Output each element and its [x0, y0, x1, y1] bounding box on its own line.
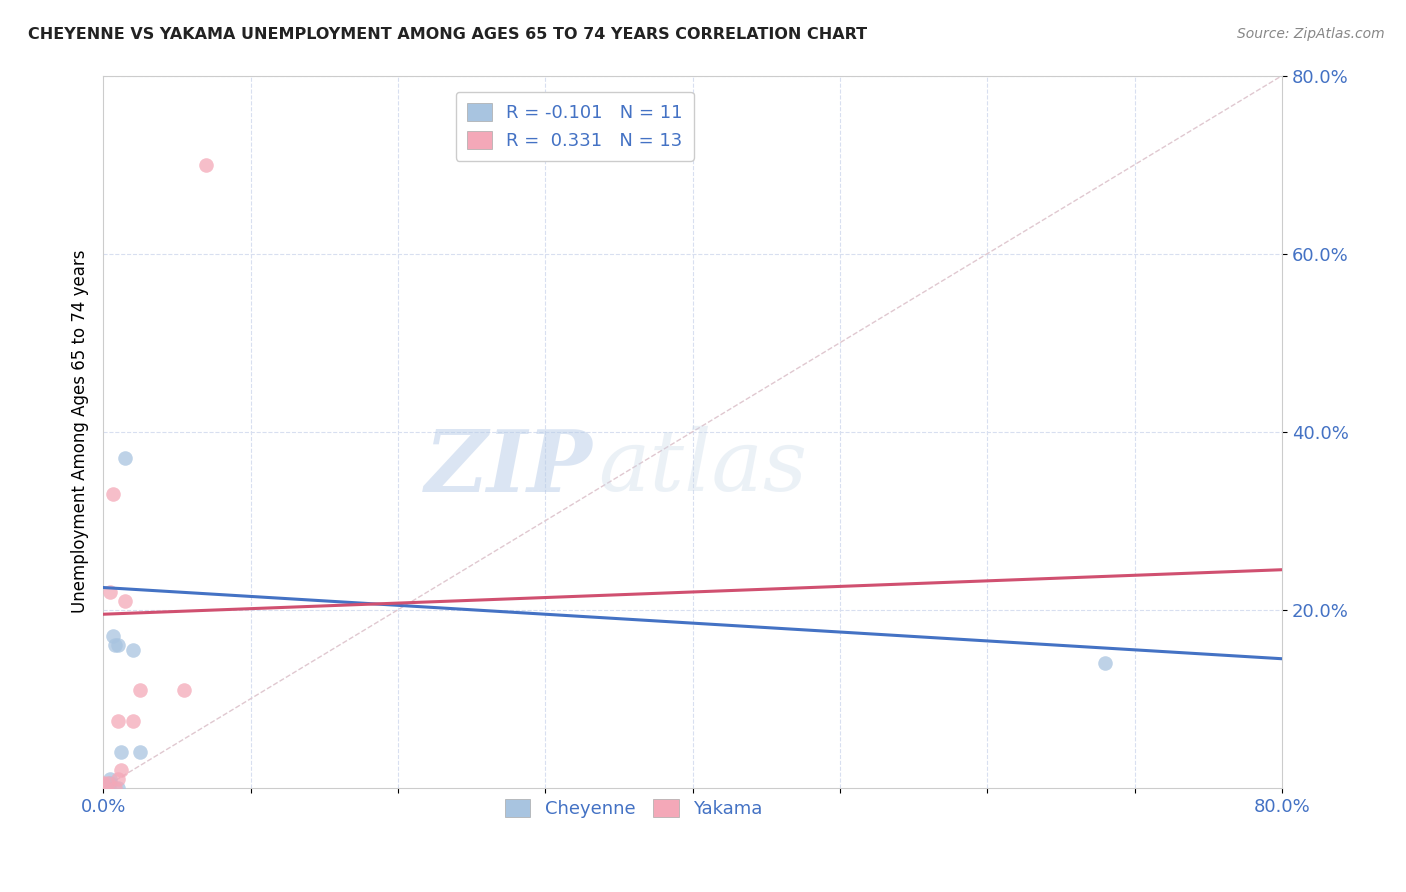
Point	[110, 745, 132, 759]
Legend: Cheyenne, Yakama: Cheyenne, Yakama	[498, 791, 769, 825]
Text: atlas: atlas	[599, 426, 807, 508]
Y-axis label: Unemployment Among Ages 65 to 74 years: Unemployment Among Ages 65 to 74 years	[72, 250, 89, 614]
Point	[1094, 657, 1116, 671]
Point	[100, 585, 122, 599]
Point	[195, 157, 218, 171]
Point	[129, 745, 152, 759]
Point	[100, 772, 122, 786]
Point	[173, 682, 195, 697]
Text: Source: ZipAtlas.com: Source: ZipAtlas.com	[1237, 27, 1385, 41]
Text: ZIP: ZIP	[425, 425, 592, 509]
Point	[121, 714, 143, 728]
Point	[103, 630, 125, 644]
Point	[110, 763, 132, 777]
Point	[114, 451, 136, 466]
Point	[107, 714, 129, 728]
Point	[107, 639, 129, 653]
Point	[91, 776, 114, 790]
Point	[104, 639, 127, 653]
Point	[104, 780, 127, 795]
Point	[107, 780, 129, 795]
Point	[114, 594, 136, 608]
Point	[107, 772, 129, 786]
Point	[96, 776, 118, 790]
Point	[103, 487, 125, 501]
Point	[100, 776, 122, 790]
Point	[129, 682, 152, 697]
Point	[121, 643, 143, 657]
Text: CHEYENNE VS YAKAMA UNEMPLOYMENT AMONG AGES 65 TO 74 YEARS CORRELATION CHART: CHEYENNE VS YAKAMA UNEMPLOYMENT AMONG AG…	[28, 27, 868, 42]
